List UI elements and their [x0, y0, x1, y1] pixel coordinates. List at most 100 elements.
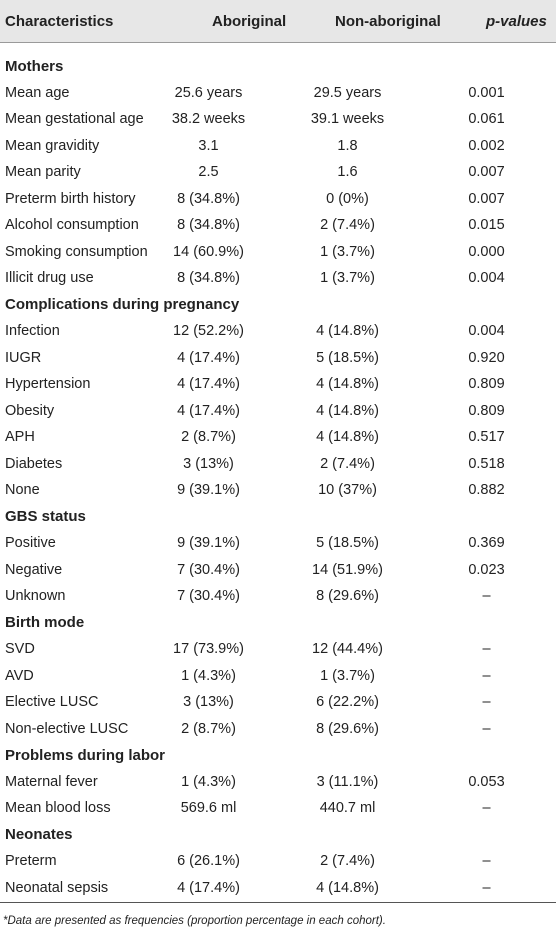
cell-aboriginal: 7 (30.4%) — [177, 588, 240, 605]
table-row: Preterm 6 (26.1%) 2 (7.4%) – — [0, 848, 556, 875]
row-label: Unknown — [5, 588, 66, 605]
cell-aboriginal: 3.1 — [198, 137, 219, 154]
cell-aboriginal: 2.5 — [198, 164, 219, 181]
row-label: Mean gestational age — [5, 111, 144, 128]
table-row: Preterm birth history 8 (34.8%) 0 (0%) 0.00… — [0, 186, 556, 213]
cell-aboriginal: 8 (34.8%) — [177, 217, 240, 234]
section-row: Mothers — [0, 53, 556, 80]
cell-p-value: 0.053 — [468, 773, 505, 790]
section-row: Birth mode — [0, 610, 556, 637]
cell-non-aboriginal: 2 (7.4%) — [320, 853, 375, 870]
header-characteristics: Characteristics — [5, 13, 114, 30]
table-row: Alcohol consumption 8 (34.8%) 2 (7.4%) 0.01… — [0, 212, 556, 239]
row-label: Neonatal sepsis — [5, 879, 109, 896]
cell-aboriginal: 3 (13%) — [183, 455, 234, 472]
section-label: Complications during pregnancy — [5, 296, 240, 314]
cell-non-aboriginal: 1.6 — [337, 164, 358, 181]
cell-p-value: 0.001 — [468, 84, 505, 101]
cell-p-value: 0.809 — [468, 402, 505, 419]
cell-p-value: 0.518 — [468, 455, 505, 472]
cell-aboriginal: 2 (8.7%) — [181, 429, 236, 446]
table-row: Mean gestational age 38.2 weeks 39.1 weeks… — [0, 106, 556, 133]
cell-p-value: 0.023 — [468, 561, 505, 578]
cell-non-aboriginal: 39.1 weeks — [310, 111, 385, 128]
cell-non-aboriginal: 1 (3.7%) — [320, 270, 375, 287]
cell-non-aboriginal: 4 (14.8%) — [316, 376, 379, 393]
cell-aboriginal: 8 (34.8%) — [177, 270, 240, 287]
cell-non-aboriginal: 8 (29.6%) — [316, 720, 379, 737]
cell-non-aboriginal: 4 (14.8%) — [316, 429, 379, 446]
table-body: Mothers Mean age 25.6 years 29.5 years 0.001… — [0, 53, 556, 901]
row-label: Illicit drug use — [5, 270, 94, 287]
cell-p-value: – — [482, 879, 491, 896]
cell-p-value: 0.000 — [468, 243, 505, 260]
cell-aboriginal: 9 (39.1%) — [177, 482, 240, 499]
cell-aboriginal: 2 (8.7%) — [181, 720, 236, 737]
cell-aboriginal: 9 (39.1%) — [177, 535, 240, 552]
table-row: AVD 1 (4.3%) 1 (3.7%) – — [0, 663, 556, 690]
cell-aboriginal: 4 (17.4%) — [177, 376, 240, 393]
row-label: None — [5, 482, 40, 499]
table-header: Characteristics Aboriginal Non-aborigina… — [0, 0, 556, 43]
cell-p-value: 0.015 — [468, 217, 505, 234]
row-label: APH — [5, 429, 35, 446]
row-label: Preterm birth history — [5, 190, 136, 207]
row-label: Preterm — [5, 853, 57, 870]
cell-p-value: 0.809 — [468, 376, 505, 393]
section-label: Neonates — [5, 826, 73, 844]
cell-p-value: 0.369 — [468, 535, 505, 552]
cell-non-aboriginal: 10 (37%) — [318, 482, 377, 499]
cell-non-aboriginal: 14 (51.9%) — [312, 561, 383, 578]
cell-p-value: – — [482, 800, 491, 817]
cell-p-value: – — [482, 641, 491, 658]
data-table: Mothers Mean age 25.6 years 29.5 years 0.001… — [0, 53, 556, 901]
table-row: Neonatal sepsis 4 (17.4%) 4 (14.8%) – — [0, 875, 556, 902]
table-row: Smoking consumption 14 (60.9%) 1 (3.7%) 0.0… — [0, 239, 556, 266]
section-label: Mothers — [5, 57, 64, 75]
cell-non-aboriginal: 5 (18.5%) — [316, 535, 379, 552]
cell-non-aboriginal: 2 (7.4%) — [320, 217, 375, 234]
bottom-rule — [0, 902, 556, 903]
cell-aboriginal: 25.6 years — [174, 84, 243, 101]
cell-aboriginal: 1 (4.3%) — [181, 667, 236, 684]
row-label: Positive — [5, 535, 56, 552]
table-row: Infection 12 (52.2%) 4 (14.8%) 0.004 — [0, 318, 556, 345]
table-row: Mean parity 2.5 1.6 0.007 — [0, 159, 556, 186]
cell-aboriginal: 569.6 ml — [180, 800, 237, 817]
cell-non-aboriginal: 8 (29.6%) — [316, 588, 379, 605]
cell-non-aboriginal: 0 (0%) — [326, 190, 369, 207]
table-row: Mean blood loss 569.6 ml 440.7 ml – — [0, 795, 556, 822]
table-row: Mean gravidity 3.1 1.8 0.002 — [0, 133, 556, 160]
row-label: Infection — [5, 323, 60, 340]
row-label: Mean parity — [5, 164, 81, 181]
row-label: Diabetes — [5, 455, 63, 472]
row-label: IUGR — [5, 349, 42, 366]
row-label: Hypertension — [5, 376, 91, 393]
cell-non-aboriginal: 4 (14.8%) — [316, 879, 379, 896]
header-non-aboriginal: Non-aboriginal — [335, 13, 441, 30]
cell-p-value: – — [482, 667, 491, 684]
row-label: Elective LUSC — [5, 694, 99, 711]
table-row: Hypertension 4 (17.4%) 4 (14.8%) 0.809 — [0, 371, 556, 398]
table-row: Positive 9 (39.1%) 5 (18.5%) 0.369 — [0, 530, 556, 557]
cell-aboriginal: 14 (60.9%) — [173, 243, 244, 260]
section-label: Problems during labor — [5, 746, 166, 764]
cell-aboriginal: 4 (17.4%) — [177, 879, 240, 896]
cell-aboriginal: 38.2 weeks — [171, 111, 246, 128]
section-row: GBS status — [0, 504, 556, 531]
table-row: Diabetes 3 (13%) 2 (7.4%) 0.518 — [0, 451, 556, 478]
cell-p-value: 0.002 — [468, 137, 505, 154]
cell-aboriginal: 6 (26.1%) — [177, 853, 240, 870]
section-row: Neonates — [0, 822, 556, 849]
cell-p-value: 0.517 — [468, 429, 505, 446]
table-row: Non-elective LUSC 2 (8.7%) 8 (29.6%) – — [0, 716, 556, 743]
cell-p-value: – — [482, 588, 491, 605]
row-label: Obesity — [5, 402, 55, 419]
cell-p-value: 0.920 — [468, 349, 505, 366]
cell-non-aboriginal: 4 (14.8%) — [316, 323, 379, 340]
cell-p-value: 0.004 — [468, 323, 505, 340]
header-aboriginal: Aboriginal — [212, 13, 287, 30]
cell-aboriginal: 1 (4.3%) — [181, 773, 236, 790]
section-label: GBS status — [5, 508, 86, 526]
